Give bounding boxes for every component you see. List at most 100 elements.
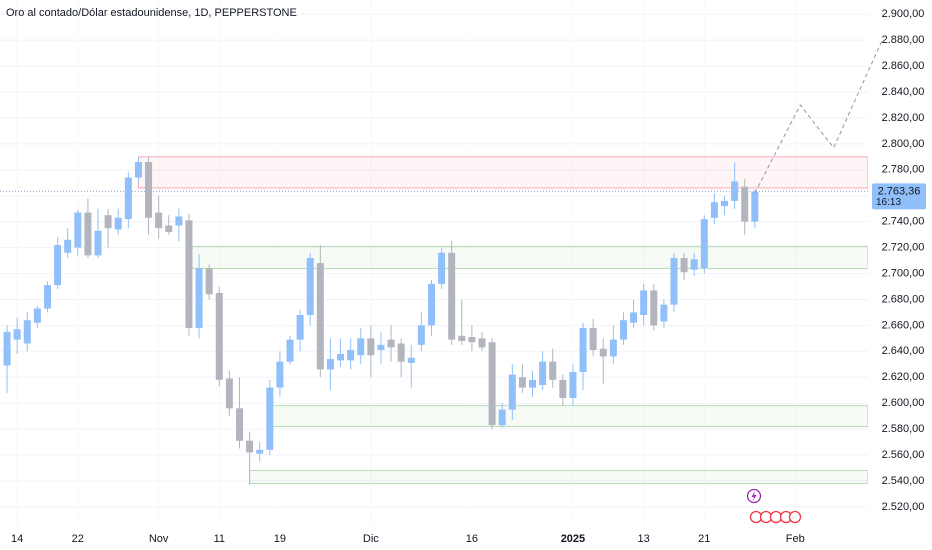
candle-body — [185, 220, 193, 328]
candle-body — [74, 212, 82, 248]
candle-body — [650, 290, 658, 326]
candle-body — [549, 361, 557, 380]
candle-body — [609, 339, 617, 357]
x-tick-label: 21 — [698, 533, 710, 545]
candle-body — [407, 357, 415, 363]
y-tick-label: 2.680,00 — [882, 293, 925, 305]
y-tick-label: 2.720,00 — [882, 241, 925, 253]
y-tick-label: 2.600,00 — [882, 397, 925, 409]
zone — [188, 245, 869, 269]
candle-body — [498, 409, 506, 426]
price-label: 2.763,36 — [878, 185, 921, 197]
candle-body — [710, 202, 718, 218]
candle-body — [427, 283, 435, 326]
candle-body — [94, 230, 102, 256]
candle-body — [124, 177, 132, 220]
candle-body — [175, 216, 183, 226]
candle-body — [488, 342, 496, 426]
candle-body — [205, 268, 213, 295]
y-tick-label: 2.700,00 — [882, 267, 925, 279]
x-tick-label: 13 — [638, 533, 650, 545]
candle-body — [134, 162, 142, 178]
candle-body — [508, 374, 516, 410]
y-tick-label: 2.860,00 — [882, 60, 925, 72]
zone — [269, 405, 869, 427]
candle-body — [589, 327, 597, 350]
candle-body — [33, 308, 41, 323]
candle-body — [64, 239, 72, 253]
candle-body — [478, 338, 486, 348]
price-axis — [868, 0, 932, 550]
candle-body — [367, 338, 375, 356]
x-tick-label: Nov — [149, 533, 169, 545]
x-tick-label: 22 — [72, 533, 84, 545]
candle-body — [357, 338, 365, 356]
candle-body — [235, 408, 243, 441]
candle-body — [700, 219, 708, 269]
candle-body — [539, 361, 547, 385]
countdown-label: 16:13 — [876, 197, 901, 208]
candle-body — [458, 335, 466, 341]
y-tick-label: 2.620,00 — [882, 371, 925, 383]
candle-body — [347, 350, 355, 361]
candle-body — [23, 320, 31, 344]
x-tick-label: 11 — [214, 533, 225, 545]
x-tick-label: 2025 — [561, 533, 585, 545]
candle-body — [276, 361, 284, 388]
chart-title: Oro al contado/Dólar estadounidense, 1D,… — [6, 7, 297, 19]
candle-body — [246, 440, 254, 453]
candle-body — [43, 285, 51, 309]
candle-body — [306, 257, 314, 315]
candle-body — [670, 257, 678, 305]
candle-body — [731, 181, 739, 201]
y-tick-label: 2.880,00 — [882, 34, 925, 46]
candle-body — [377, 344, 385, 350]
candle-body — [741, 186, 749, 222]
candle-body — [286, 339, 294, 362]
candle-body — [54, 245, 62, 286]
candle-body — [468, 337, 476, 343]
x-tick-label: Feb — [786, 533, 805, 545]
candle-body — [660, 304, 668, 322]
projection-line — [754, 39, 883, 194]
candle-body — [296, 315, 304, 340]
candle-body — [316, 263, 324, 370]
price-label-box — [872, 183, 926, 210]
candle-body — [599, 348, 607, 357]
candle-body — [84, 212, 92, 256]
candle-body — [165, 225, 173, 233]
x-tick-label: 16 — [466, 533, 478, 545]
candle-body — [337, 353, 345, 361]
y-tick-label: 2.660,00 — [882, 319, 925, 331]
zone — [138, 156, 869, 189]
candle-body — [387, 339, 395, 348]
y-tick-label: 2.820,00 — [882, 112, 925, 124]
candle-body — [225, 378, 233, 409]
candle-body — [640, 290, 648, 315]
candle-body — [215, 292, 223, 380]
candle-body — [630, 312, 638, 323]
y-tick-label: 2.740,00 — [882, 216, 925, 228]
y-tick-label: 2.640,00 — [882, 345, 925, 357]
y-tick-label: 2.840,00 — [882, 86, 925, 98]
candle-body — [559, 379, 567, 398]
y-tick-label: 2.520,00 — [882, 501, 925, 513]
y-tick-label: 2.800,00 — [882, 138, 925, 150]
candle-body — [619, 320, 627, 340]
candle-body — [104, 215, 112, 229]
candle-body — [155, 212, 163, 229]
y-tick-label: 2.900,00 — [882, 8, 925, 20]
candle-body — [569, 372, 577, 398]
candle-body — [114, 217, 122, 230]
candle-body — [397, 343, 405, 362]
y-tick-label: 2.540,00 — [882, 475, 925, 487]
y-tick-label: 2.560,00 — [882, 449, 925, 461]
event-icons — [746, 488, 802, 524]
y-tick-label: 2.580,00 — [882, 423, 925, 435]
candle-body — [680, 257, 688, 273]
candle-body — [448, 252, 456, 340]
x-tick-label: Dic — [363, 533, 379, 545]
